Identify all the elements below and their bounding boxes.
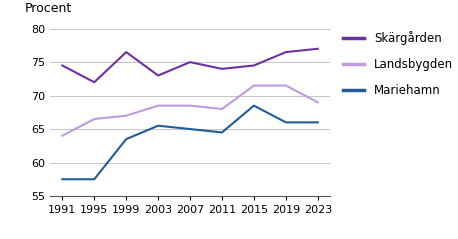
Text: Procent: Procent — [25, 2, 72, 15]
Legend: Skärgården, Landsbygden, Mariehamn: Skärgården, Landsbygden, Mariehamn — [338, 26, 458, 102]
